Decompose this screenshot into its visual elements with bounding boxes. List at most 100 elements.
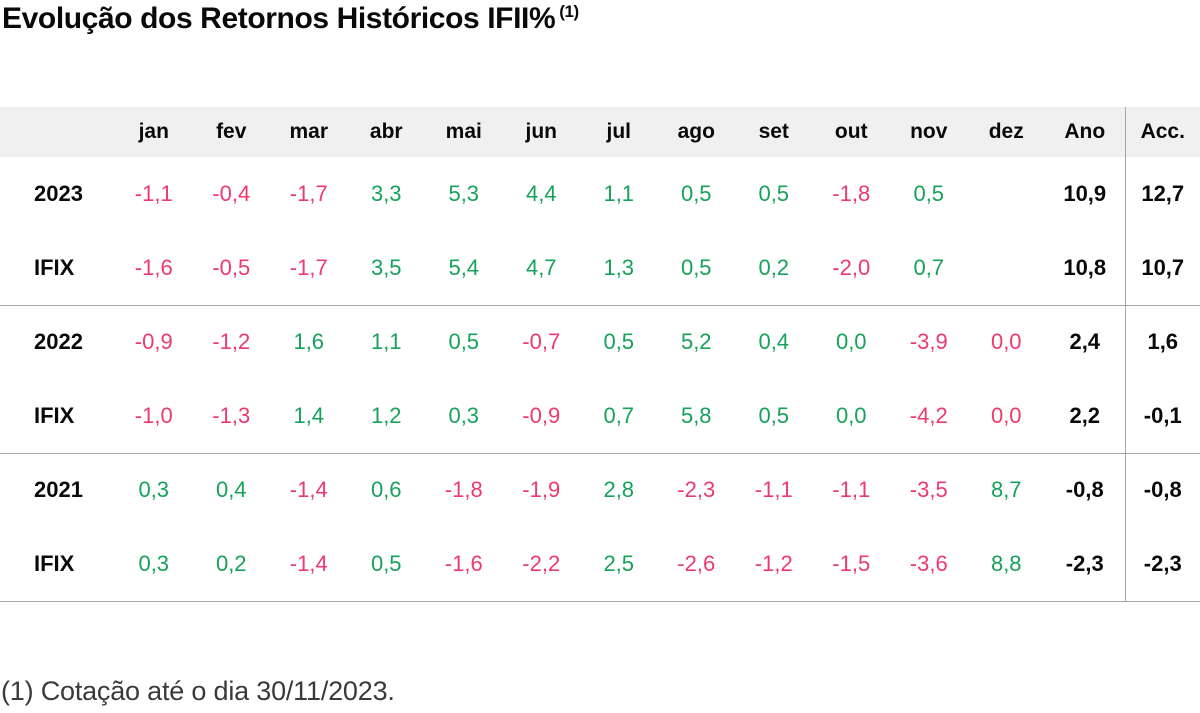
cell-dez: 8,7 xyxy=(967,452,1045,527)
cell-mai: 5,4 xyxy=(448,254,480,280)
table-row: IFIX 0,3 0,2 -1,4 0,5 -1,6 -2,2 2,5 -2,6 -1,2 -1,5… xyxy=(0,527,1200,602)
header-row: jan fev mar abr mai jun jul ago set out nov dez Ano A… xyxy=(0,107,1200,157)
header-jan: jan xyxy=(115,107,193,157)
cell-ano: 10,9 xyxy=(1063,181,1107,206)
table-row: 2021 0,3 0,4 -1,4 0,6 -1,8 -1,9 2,8 -2,3 -1,1 -1,1… xyxy=(0,452,1200,527)
cell-mar: -1,4 xyxy=(270,452,348,527)
cell-out: -2,0 xyxy=(832,254,871,280)
table-row: IFIX -1,6 -0,5 -1,7 3,5 5,4 4,7 1,3 0,5 0,2 -2,0 0,… xyxy=(0,231,1200,305)
cell-fev: -1,3 xyxy=(212,402,251,428)
cell-nov: 0,5 xyxy=(913,181,945,206)
cell-abr: 3,3 xyxy=(370,181,402,206)
cell-set: 0,4 xyxy=(735,304,813,379)
header-ano: Ano xyxy=(1045,107,1125,157)
cell-mar: -1,7 xyxy=(289,254,328,280)
cell-fev: -0,4 xyxy=(212,181,251,206)
cell-out: -1,5 xyxy=(812,527,890,602)
header-abr: abr xyxy=(347,107,425,157)
cell-fev: 0,4 xyxy=(192,452,270,527)
cell-acc: 10,7 xyxy=(1124,231,1200,305)
cell-ago: 0,5 xyxy=(680,181,712,206)
cell-mai: 0,3 xyxy=(448,402,480,428)
cell-out: -1,1 xyxy=(812,452,890,527)
row-label: 2023 xyxy=(34,181,83,206)
cell-jan: -1,1 xyxy=(134,181,173,206)
cell-dez: 8,8 xyxy=(967,527,1045,602)
cell-nov: -3,5 xyxy=(890,452,968,527)
cell-abr: 0,5 xyxy=(347,527,425,602)
cell-jul: 0,5 xyxy=(580,304,658,379)
row-label: IFIX xyxy=(0,527,115,602)
cell-acc: -2,3 xyxy=(1124,527,1200,602)
cell-jul: 1,1 xyxy=(603,181,635,206)
header-jun: jun xyxy=(502,107,580,157)
cell-abr: 1,1 xyxy=(347,304,425,379)
cell-nov: -3,6 xyxy=(890,527,968,602)
cell-mai: 0,5 xyxy=(425,304,503,379)
cell-mai: -1,6 xyxy=(425,527,503,602)
cell-ago: 5,2 xyxy=(657,304,735,379)
cell-mai: -1,8 xyxy=(425,452,503,527)
cell-dez xyxy=(968,157,1046,231)
row-label: IFIX xyxy=(34,402,75,428)
cell-acc: -0,8 xyxy=(1124,452,1200,527)
cell-dez: 0,0 xyxy=(990,402,1022,428)
cell-ago: -2,6 xyxy=(657,527,735,602)
cell-abr: 0,6 xyxy=(347,452,425,527)
header-label xyxy=(0,107,115,157)
cell-jun: -0,7 xyxy=(502,304,580,379)
cell-jul: 2,8 xyxy=(580,452,658,527)
cell-set: -1,2 xyxy=(735,527,813,602)
cell-ano: 10,8 xyxy=(1063,254,1107,280)
cell-jul: 0,7 xyxy=(603,402,635,428)
cell-out: 0,0 xyxy=(835,402,867,428)
cell-mar: 1,4 xyxy=(293,402,325,428)
cell-out: -1,8 xyxy=(832,181,871,206)
cell-out: 0,0 xyxy=(812,304,890,379)
header-dez: dez xyxy=(967,107,1045,157)
header-ago: ago xyxy=(657,107,735,157)
footnote: (1) Cotação até o dia 30/11/2023. xyxy=(1,676,395,706)
cell-ago: -2,3 xyxy=(657,452,735,527)
header-out: out xyxy=(812,107,890,157)
title-footnote-marker: (1) xyxy=(559,2,579,21)
table-body: 2023 -1,1 -0,4 -1,7 3,3 5,3 4,4 1,1 0,5 0,5 -1,8 0,… xyxy=(0,157,1200,602)
cell-jan: -1,6 xyxy=(134,254,173,280)
cell-nov: 0,7 xyxy=(913,254,945,280)
cell-jun: -1,9 xyxy=(502,452,580,527)
cell-jun: -2,2 xyxy=(502,527,580,602)
cell-acc: -0,1 xyxy=(1124,379,1200,453)
returns-table: jan fev mar abr mai jun jul ago set out nov dez Ano A… xyxy=(0,107,1200,602)
cell-ano: -0,8 xyxy=(1045,452,1125,527)
cell-fev: -0,5 xyxy=(212,254,251,280)
page-title: Evolução dos Retornos Históricos IFII% (1… xyxy=(2,2,579,36)
header-mai: mai xyxy=(425,107,503,157)
cell-set: 0,5 xyxy=(758,402,790,428)
cell-set: -1,1 xyxy=(735,452,813,527)
cell-acc: 1,6 xyxy=(1124,304,1200,379)
cell-ano: 2,4 xyxy=(1045,304,1125,379)
header-nov: nov xyxy=(890,107,968,157)
cell-jul: 1,3 xyxy=(603,254,635,280)
cell-mai: 5,3 xyxy=(448,181,480,206)
cell-jun: -0,9 xyxy=(522,402,561,428)
cell-jan: -1,0 xyxy=(134,402,173,428)
cell-abr: 1,2 xyxy=(370,402,402,428)
cell-jan: 0,3 xyxy=(115,527,193,602)
cell-abr: 3,5 xyxy=(370,254,402,280)
cell-mar: 1,6 xyxy=(270,304,348,379)
cell-mar: -1,4 xyxy=(270,527,348,602)
row-label: IFIX xyxy=(34,254,75,280)
table-header: jan fev mar abr mai jun jul ago set out nov dez Ano A… xyxy=(0,107,1200,157)
header-set: set xyxy=(735,107,813,157)
cell-fev: 0,2 xyxy=(192,527,270,602)
header-fev: fev xyxy=(192,107,270,157)
cell-jan: 0,3 xyxy=(115,452,193,527)
cell-ano: -2,3 xyxy=(1045,527,1125,602)
cell-acc: 12,7 xyxy=(1124,157,1200,231)
table-row: 2022 -0,9 -1,2 1,6 1,1 0,5 -0,7 0,5 5,2 0,4 0,0 -3,… xyxy=(0,304,1200,379)
header-jul: jul xyxy=(580,107,658,157)
table-row: IFIX -1,0 -1,3 1,4 1,2 0,3 -0,9 0,7 5,8 0,5 0,0 -4,… xyxy=(0,379,1200,453)
cell-ago: 5,8 xyxy=(680,402,712,428)
cell-dez xyxy=(968,231,1046,305)
